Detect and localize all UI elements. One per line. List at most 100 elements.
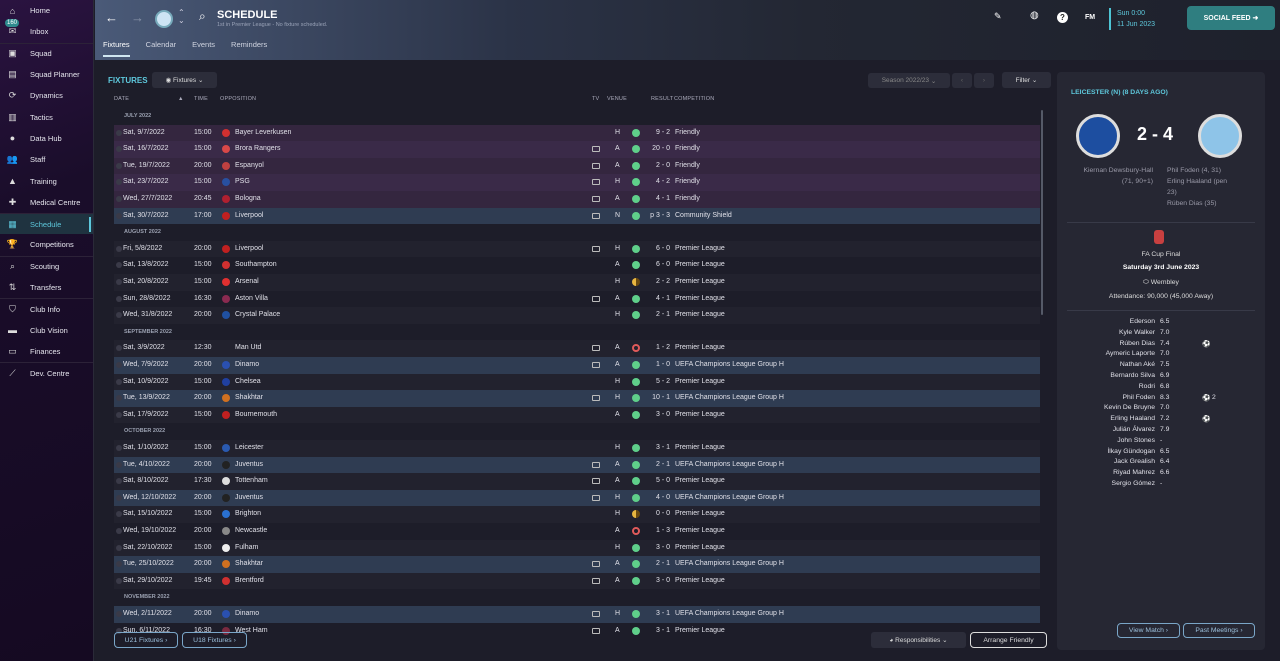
- fixture-competition[interactable]: Premier League: [675, 311, 725, 319]
- select-checkbox[interactable]: [116, 262, 122, 269]
- fixture-row[interactable]: Tue, 25/10/2022 20:00 Shakhtar A 2 - 1 UEFA C…: [114, 556, 1040, 573]
- fixture-row[interactable]: Wed, 12/10/2022 20:00 Juventus H 4 - 0 UEFA C…: [114, 489, 1040, 507]
- fixture-result[interactable]: 3 - 0: [655, 543, 670, 551]
- select-checkbox[interactable]: [116, 528, 122, 534]
- fixture-opposition[interactable]: Dinamo: [235, 361, 260, 368]
- select-checkbox[interactable]: [116, 345, 122, 352]
- fixture-opposition[interactable]: Aston Villa: [235, 294, 268, 302]
- fixture-opposition[interactable]: Espanyol: [235, 161, 264, 169]
- select-checkbox[interactable]: [116, 395, 122, 402]
- club-crest-icon[interactable]: [155, 10, 173, 28]
- fixture-row[interactable]: Sat, 29/10/2022 19:45 Brentford A 3 - 0 Premi…: [114, 572, 1040, 590]
- fixture-competition[interactable]: Premier League: [675, 261, 725, 269]
- sidebar-item-staff[interactable]: 👥 Staff: [0, 149, 93, 170]
- select-checkbox[interactable]: [116, 577, 122, 584]
- sidebar-item-dev-centre[interactable]: ⟋ Dev. Centre: [0, 362, 93, 383]
- man-city-crest-icon[interactable]: [1198, 114, 1242, 158]
- fixture-row[interactable]: Wed, 7/9/2022 20:00 Dinamo A 1 - 0 UEFA Champ…: [114, 357, 1040, 374]
- fixture-competition[interactable]: Premier League: [675, 477, 725, 485]
- select-checkbox[interactable]: [116, 212, 122, 219]
- fixture-opposition[interactable]: Bournemouth: [235, 410, 278, 418]
- player-name[interactable]: Erling Haaland: [1110, 415, 1155, 423]
- fixture-competition[interactable]: Friendly: [675, 145, 700, 153]
- social-feed-button[interactable]: SOCIAL FEED ➜: [1187, 6, 1275, 30]
- player-name[interactable]: Phil Foden: [1122, 393, 1156, 401]
- player-name[interactable]: Kevin De Bruyne: [1103, 404, 1155, 412]
- fixture-opposition[interactable]: Newcastle: [235, 527, 268, 534]
- fixture-opposition[interactable]: Liverpool: [235, 211, 264, 219]
- u21-fixtures-button[interactable]: U21 Fixtures ›: [114, 632, 178, 648]
- fixture-competition[interactable]: Community Shield: [675, 211, 732, 219]
- fixture-row[interactable]: Sat, 23/7/2022 15:00 PSG H 4 - 2 Friendly: [114, 174, 1040, 191]
- fixture-row[interactable]: Sat, 13/8/2022 15:00 Southampton A 6 - 0 Prem…: [114, 257, 1040, 274]
- player-name[interactable]: İlkay Gündogan: [1107, 447, 1155, 455]
- select-checkbox[interactable]: [116, 611, 122, 617]
- table-scrollbar[interactable]: [1041, 110, 1043, 315]
- sidebar-item-schedule[interactable]: ▦ Schedule: [0, 212, 93, 235]
- player-name[interactable]: Aymeric Laporte: [1105, 350, 1155, 358]
- select-checkbox[interactable]: [116, 196, 122, 202]
- fixture-competition[interactable]: Premier League: [675, 576, 725, 584]
- fixture-result[interactable]: 10 - 1: [652, 394, 670, 402]
- select-checkbox[interactable]: [116, 461, 122, 468]
- club-switch-chevrons-icon[interactable]: ⌃ ⌄: [178, 8, 185, 25]
- fixture-result[interactable]: 4 - 2: [655, 178, 670, 186]
- select-checkbox[interactable]: [116, 544, 122, 551]
- leicester-crest-icon[interactable]: [1076, 114, 1120, 158]
- fixture-row[interactable]: Sat, 16/7/2022 15:00 Brora Rangers A 20 - 0 F…: [114, 141, 1040, 158]
- sidebar-item-dynamics[interactable]: ⟳ Dynamics: [0, 85, 93, 106]
- fixture-row[interactable]: Sat, 20/8/2022 15:00 Arsenal H 2 - 2 Premier …: [114, 274, 1040, 291]
- fixture-competition[interactable]: UEFA Champions League Group H: [675, 560, 784, 568]
- fixture-row[interactable]: Fri, 5/8/2022 20:00 Liverpool H 6 - 0 Premier…: [114, 240, 1040, 258]
- fixture-row[interactable]: Wed, 27/7/2022 20:45 Bologna A 4 - 1 Friendly: [114, 191, 1040, 208]
- fixture-opposition[interactable]: Arsenal: [235, 278, 259, 285]
- sidebar-item-squad-planner[interactable]: ▤ Squad Planner: [0, 64, 93, 85]
- player-name[interactable]: Sergio Gómez: [1111, 480, 1155, 487]
- col-opposition[interactable]: OPPOSITION: [220, 96, 257, 102]
- fixture-result[interactable]: 3 - 0: [655, 410, 670, 418]
- game-date[interactable]: Sun 0:00 11 Jun 2023: [1109, 8, 1155, 30]
- fixture-competition[interactable]: Friendly: [675, 178, 700, 186]
- next-season-button[interactable]: ›: [974, 73, 994, 88]
- player-name[interactable]: Bernardo Silva: [1110, 372, 1155, 379]
- sort-asc-icon[interactable]: ▲: [178, 96, 184, 102]
- player-name[interactable]: Nathan Aké: [1119, 361, 1155, 369]
- col-result[interactable]: RESULT: [651, 96, 674, 102]
- view-dropdown[interactable]: ◉ Fixtures ⌄: [152, 72, 217, 88]
- sidebar-item-scouting[interactable]: ⌕ Scouting: [0, 255, 93, 277]
- fixture-row[interactable]: Wed, 31/8/2022 20:00 Crystal Palace H 2 - 1 P…: [114, 307, 1040, 324]
- fixture-competition[interactable]: Premier League: [675, 410, 725, 418]
- sidebar-item-squad[interactable]: ▣ Squad: [0, 42, 93, 64]
- select-checkbox[interactable]: [116, 561, 122, 568]
- select-checkbox[interactable]: [116, 245, 122, 252]
- select-checkbox[interactable]: [116, 146, 122, 153]
- fixture-competition[interactable]: Friendly: [675, 128, 700, 136]
- fixture-competition[interactable]: Friendly: [675, 195, 700, 202]
- select-checkbox[interactable]: [116, 129, 122, 136]
- sidebar-item-club-vision[interactable]: ▬ Club Vision: [0, 319, 93, 340]
- tab-reminders[interactable]: Reminders: [231, 40, 268, 49]
- player-name[interactable]: Riyad Mahrez: [1113, 469, 1155, 477]
- filter-button[interactable]: Filter ⌄: [1002, 72, 1051, 88]
- fixture-result[interactable]: 1 - 3: [655, 527, 670, 534]
- select-checkbox[interactable]: [116, 179, 122, 186]
- fixture-row[interactable]: Tue, 4/10/2022 20:00 Juventus A 2 - 1 UEFA Ch…: [114, 456, 1040, 474]
- fixture-row[interactable]: Sun, 28/8/2022 16:30 Aston Villa A 4 - 1 Prem…: [114, 291, 1040, 308]
- match-heading[interactable]: LEICESTER (N) (8 DAYS AGO): [1071, 89, 1168, 96]
- fixture-row[interactable]: Tue, 13/9/2022 20:00 Shakhtar H 10 - 1 UEFA C…: [114, 390, 1040, 407]
- fixture-row[interactable]: Tue, 19/7/2022 20:00 Espanyol A 2 - 0 Friendl…: [114, 157, 1040, 175]
- sidebar-item-home[interactable]: ⌂ Home: [0, 0, 93, 21]
- fixture-result[interactable]: 2 - 1: [655, 560, 670, 568]
- fixture-result[interactable]: 2 - 1: [655, 460, 670, 468]
- col-venue[interactable]: VENUE: [607, 96, 627, 102]
- fixture-result[interactable]: 3 - 1: [655, 444, 670, 451]
- fixture-competition[interactable]: Premier League: [675, 244, 725, 252]
- fixture-opposition[interactable]: Fulham: [235, 543, 259, 551]
- select-checkbox[interactable]: [116, 362, 122, 368]
- sidebar-item-training[interactable]: ▲ Training: [0, 170, 93, 191]
- select-checkbox[interactable]: [116, 279, 122, 285]
- fixture-result[interactable]: 3 - 0: [655, 576, 670, 584]
- fixture-opposition[interactable]: Dinamo: [235, 610, 260, 617]
- col-competition[interactable]: COMPETITION: [674, 96, 715, 102]
